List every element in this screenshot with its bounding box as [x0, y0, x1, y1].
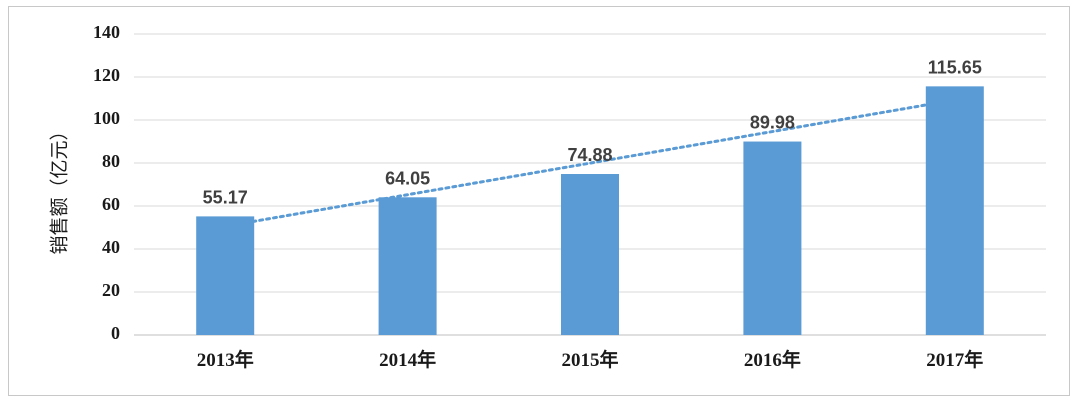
x-tick-label: 2017年	[926, 348, 983, 371]
x-axis-ticks: 2013年 2014年 2015年 2016年 2017年	[197, 348, 984, 371]
y-tick-label: 100	[93, 108, 120, 128]
y-tick-label: 80	[102, 151, 120, 171]
x-tick-label: 2015年	[561, 348, 618, 371]
x-tick-label: 2013年	[197, 348, 254, 371]
data-label: 89.98	[750, 113, 795, 133]
y-tick-label: 60	[102, 194, 120, 214]
data-label: 74.88	[567, 145, 612, 165]
y-axis-label: 销售额（亿元）	[49, 121, 71, 254]
y-tick-label: 20	[102, 280, 120, 300]
trendline	[223, 98, 957, 228]
y-tick-label: 40	[102, 237, 120, 257]
bar	[743, 141, 802, 335]
x-tick-label: 2014年	[379, 348, 436, 371]
bar	[925, 86, 984, 335]
data-labels: 55.17 64.05 74.88 89.98 115.65	[203, 57, 982, 207]
data-label: 115.65	[928, 57, 982, 77]
x-tick-label: 2016年	[744, 348, 801, 371]
bar	[378, 197, 437, 335]
y-axis-ticks: 0 20 40 60 80 100 120 140	[93, 22, 120, 343]
chart-frame	[8, 6, 1070, 396]
bar	[561, 174, 619, 335]
bar	[196, 216, 255, 335]
trendline-group	[223, 98, 957, 228]
data-label: 64.05	[385, 168, 430, 188]
y-tick-label: 120	[93, 65, 120, 85]
data-label: 55.17	[203, 187, 248, 207]
bars	[196, 86, 984, 335]
y-tick-label: 0	[111, 323, 120, 343]
y-tick-label: 140	[93, 22, 120, 42]
